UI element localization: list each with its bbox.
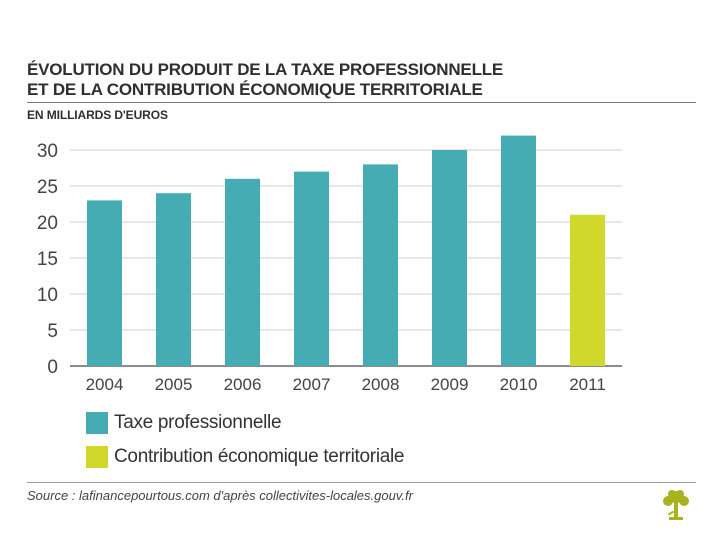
bar: [156, 193, 191, 366]
bar: [294, 171, 329, 366]
legend-item-contribution-economique: Contribution économique territoriale: [86, 446, 405, 468]
legend-swatch-taxe-professionnelle: [86, 412, 108, 434]
title-divider: [27, 102, 696, 103]
y-tick-label: 0: [47, 357, 58, 378]
footer-divider: [27, 482, 696, 483]
y-tick-label: 10: [37, 285, 58, 306]
bar: [501, 135, 536, 366]
legend-label-contribution-economique: Contribution économique territoriale: [114, 446, 405, 467]
legend: Taxe professionnelle Contribution économ…: [86, 412, 405, 480]
x-tick-label: 2005: [155, 375, 193, 394]
x-tick-label: 2008: [362, 375, 400, 394]
x-tick-label: 2006: [224, 375, 262, 394]
bar: [363, 164, 398, 366]
legend-swatch-contribution-economique: [86, 446, 108, 468]
y-tick-label: 5: [47, 321, 58, 342]
chart-title-line-2: ET DE LA CONTRIBUTION ÉCONOMIQUE TERRITO…: [27, 80, 483, 99]
chart-title: ÉVOLUTION DU PRODUIT DE LA TAXE PROFESSI…: [27, 60, 503, 100]
legend-label-taxe-professionnelle: Taxe professionnelle: [114, 412, 282, 433]
y-tick-label: 30: [37, 141, 58, 162]
x-tick-label: 2007: [293, 375, 331, 394]
unit-subtitle: EN MILLIARDS D'EUROS: [27, 108, 168, 122]
x-tick-label: 2004: [86, 375, 124, 394]
x-tick-label: 2009: [431, 375, 469, 394]
x-tick-label: 2011: [569, 375, 606, 394]
tree-logo-icon: [663, 490, 689, 520]
y-tick-label: 15: [37, 249, 58, 270]
y-tick-label: 25: [37, 177, 58, 198]
bar: [225, 178, 260, 366]
bar: [432, 150, 467, 366]
y-tick-label: 20: [37, 213, 58, 234]
legend-item-taxe-professionnelle: Taxe professionnelle: [86, 412, 404, 434]
source-note: Source : lafinancepourtous.com d'après c…: [27, 488, 413, 503]
bar: [87, 200, 122, 366]
x-tick-label: 2010: [500, 375, 538, 394]
chart-title-line-1: ÉVOLUTION DU PRODUIT DE LA TAXE PROFESSI…: [27, 60, 504, 79]
bar: [570, 214, 605, 366]
